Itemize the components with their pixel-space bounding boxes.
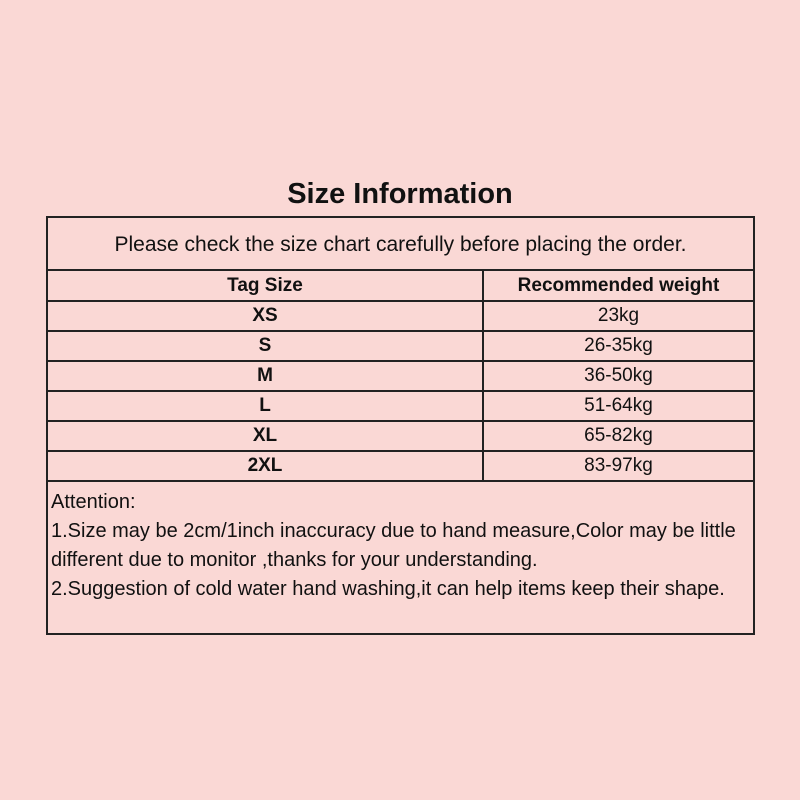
tag-size: S (48, 331, 484, 362)
table-row: XS 23kg (48, 301, 753, 332)
table-row: XL 65-82kg (48, 421, 753, 452)
attention-heading: Attention: (51, 491, 136, 513)
table-header-row: Tag Size Recommended weight (48, 271, 753, 302)
table-row: S 26-35kg (48, 331, 753, 362)
notice-text: Please check the size chart carefully be… (48, 218, 753, 271)
recommended-weight: 51-64kg (483, 391, 753, 422)
tag-size: L (48, 391, 484, 422)
column-header: Tag Size (48, 271, 484, 302)
attention-line: 1.Size may be 2cm/1inch inaccuracy due t… (51, 520, 736, 571)
table-row: 2XL 83-97kg (48, 451, 753, 482)
tag-size: XS (48, 301, 484, 332)
recommended-weight: 36-50kg (483, 361, 753, 392)
tag-size: 2XL (48, 451, 484, 482)
table-row: M 36-50kg (48, 361, 753, 392)
recommended-weight: 83-97kg (483, 451, 753, 482)
recommended-weight: 26-35kg (483, 331, 753, 362)
recommended-weight: 65-82kg (483, 421, 753, 452)
recommended-weight: 23kg (483, 301, 753, 332)
attention-section: Attention: 1.Size may be 2cm/1inch inacc… (48, 482, 753, 604)
tag-size: XL (48, 421, 484, 452)
column-header: Recommended weight (483, 271, 753, 302)
attention-line: 2.Suggestion of cold water hand washing,… (51, 578, 725, 600)
page-title: Size Information (287, 178, 513, 210)
size-chart: Please check the size chart carefully be… (46, 216, 755, 635)
table-row: L 51-64kg (48, 391, 753, 422)
tag-size: M (48, 361, 484, 392)
size-table: Tag Size Recommended weight XS 23kg S 26-3… (48, 271, 753, 482)
